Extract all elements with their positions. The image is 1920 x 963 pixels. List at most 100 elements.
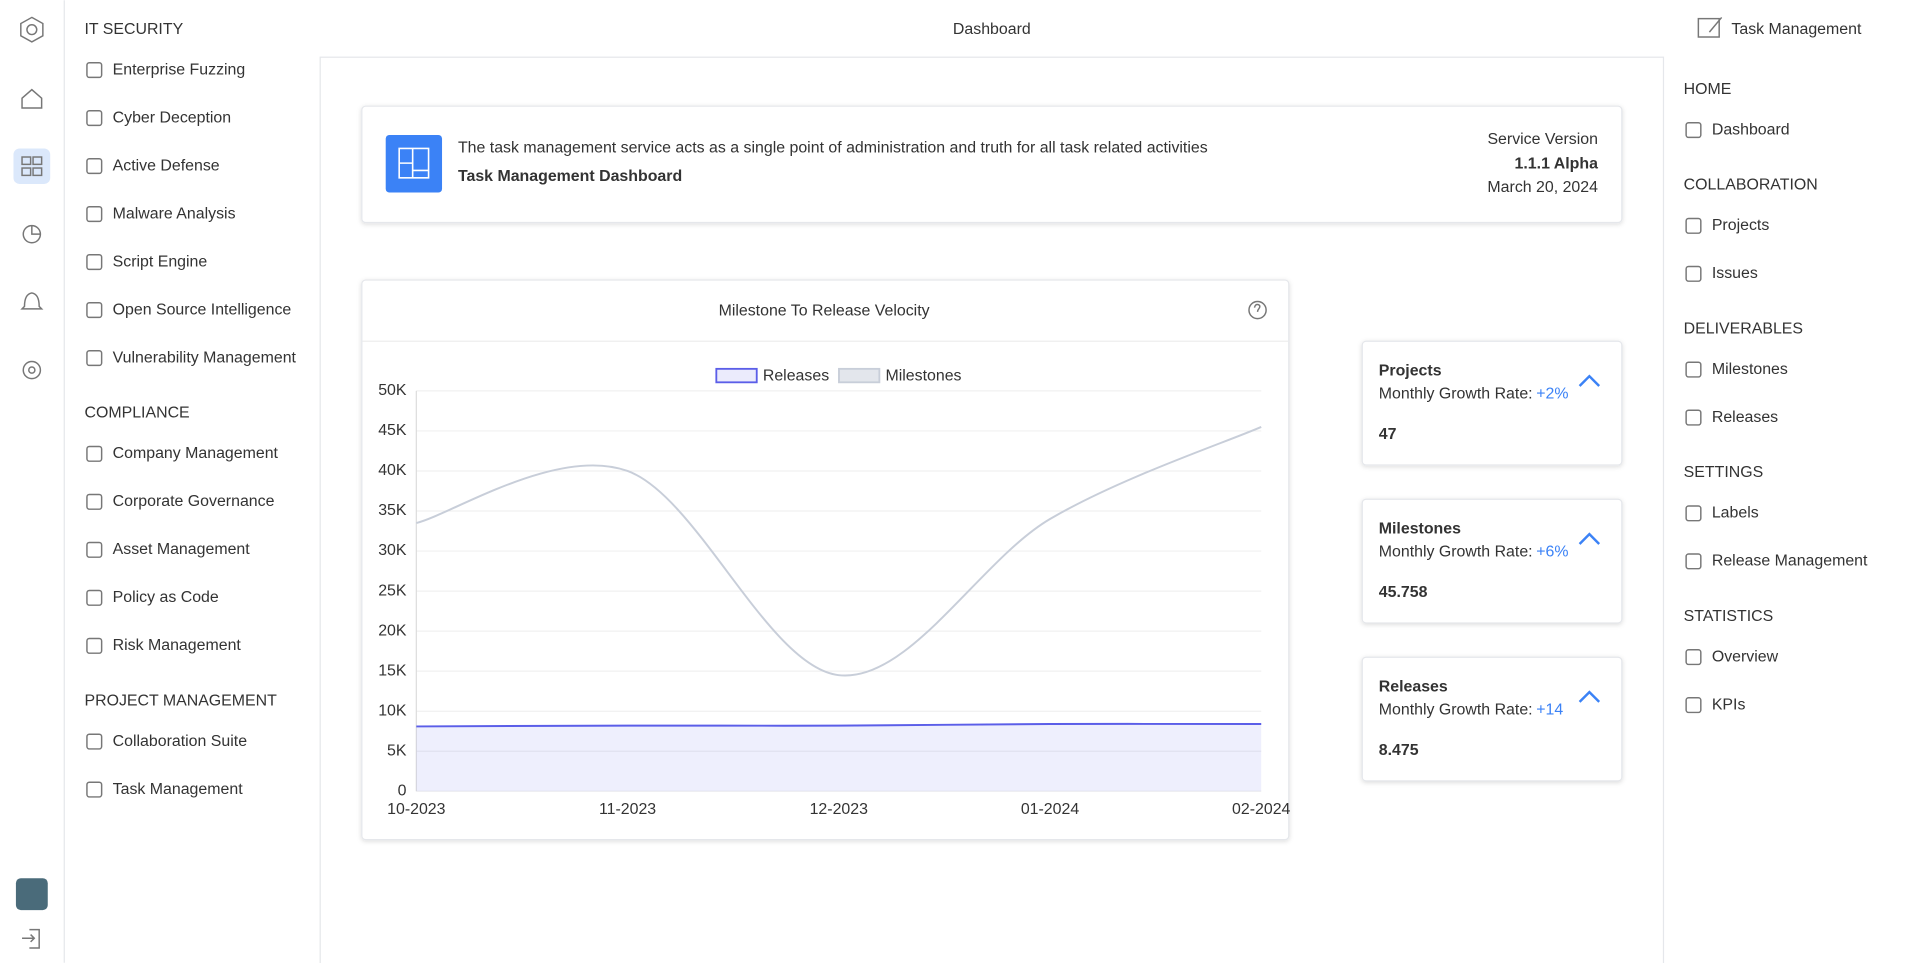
y-tick-label: 40K (378, 462, 407, 479)
nav-icon[interactable] (87, 590, 102, 605)
nav-icon[interactable] (1686, 218, 1701, 233)
stat-value: 8.475 (1379, 742, 1419, 759)
banner-icon (386, 135, 442, 193)
growth-label: Monthly Growth Rate: (1379, 544, 1533, 561)
nav-item[interactable]: Cyber Deception (113, 109, 231, 126)
nav-section-title: PROJECT MANAGEMENT (84, 692, 277, 709)
nav-icon[interactable] (87, 734, 102, 749)
app-icon[interactable] (1698, 17, 1721, 37)
app-name[interactable]: Task Management (1731, 21, 1862, 38)
stat-title: Releases (1379, 678, 1448, 695)
nav-item[interactable]: Malware Analysis (113, 205, 236, 222)
nav-item[interactable]: Enterprise Fuzzing (113, 61, 246, 78)
y-tick-label: 25K (378, 582, 407, 599)
stat-title: Milestones (1379, 520, 1461, 537)
nav-item[interactable]: Releases (1712, 409, 1778, 426)
nav-item[interactable]: Open Source Intelligence (113, 301, 292, 318)
logo (21, 17, 43, 41)
growth-label: Monthly Growth Rate: (1379, 386, 1533, 403)
y-tick-label: 15K (378, 662, 407, 679)
nav-section-title: SETTINGS (1684, 464, 1764, 481)
y-tick-label: 45K (378, 422, 407, 439)
x-tick-label: 10-2023 (387, 801, 446, 818)
y-tick-label: 50K (378, 382, 407, 399)
nav-icon[interactable] (87, 494, 102, 509)
nav-icon[interactable] (1686, 410, 1701, 425)
growth-value: +2% (1536, 386, 1568, 403)
nav-icon[interactable] (87, 255, 102, 270)
nav-icon[interactable] (1686, 554, 1701, 569)
active-rail-bg[interactable] (13, 148, 50, 184)
x-tick-label: 11-2023 (599, 801, 656, 818)
legend-swatch[interactable] (716, 369, 756, 382)
stat-growth-label: Monthly Growth Rate:+6% (1379, 544, 1569, 561)
stat-growth-label: Monthly Growth Rate:+14 (1379, 702, 1564, 719)
avatar[interactable] (16, 878, 48, 910)
nav-item[interactable]: Projects (1712, 217, 1770, 234)
nav-item[interactable]: Issues (1712, 265, 1758, 282)
nav-item[interactable]: Release Management (1712, 553, 1868, 570)
banner-card (362, 106, 1622, 222)
y-tick-label: 0 (398, 782, 407, 799)
nav-icon[interactable] (87, 111, 102, 126)
nav-item[interactable]: Task Management (113, 781, 244, 798)
nav-section-title: HOME (1684, 81, 1732, 98)
legend-label[interactable]: Releases (763, 367, 829, 384)
area (416, 724, 1261, 791)
nav-icon[interactable] (1686, 650, 1701, 665)
nav-icon[interactable] (87, 782, 102, 797)
y-tick-label: 10K (378, 702, 407, 719)
nav-item[interactable]: Corporate Governance (113, 493, 275, 510)
nav-item[interactable]: KPIs (1712, 696, 1746, 713)
chart-title: Milestone To Release Velocity (719, 302, 930, 319)
legend-swatch[interactable] (839, 369, 879, 382)
nav-item[interactable]: Milestones (1712, 361, 1788, 378)
stat-card (1362, 657, 1622, 781)
nav-icon[interactable] (87, 351, 102, 366)
legend-label[interactable]: Milestones (885, 367, 961, 384)
nav-icon[interactable] (87, 303, 102, 318)
nav-section-title: COLLABORATION (1684, 177, 1818, 194)
stat-value: 45.758 (1379, 584, 1428, 601)
nav-icon[interactable] (87, 207, 102, 222)
stat-growth-label: Monthly Growth Rate:+2% (1379, 386, 1569, 403)
nav-item[interactable]: Labels (1712, 505, 1759, 522)
growth-label: Monthly Growth Rate: (1379, 702, 1533, 719)
nav-section-title: DELIVERABLES (1684, 320, 1803, 337)
nav-icon[interactable] (87, 159, 102, 174)
nav-icon[interactable] (1686, 123, 1701, 138)
nav-icon[interactable] (1686, 362, 1701, 377)
nav-icon[interactable] (1686, 506, 1701, 521)
nav-item[interactable]: Company Management (113, 445, 279, 462)
nav-icon[interactable] (87, 638, 102, 653)
nav-item[interactable]: Active Defense (113, 157, 220, 174)
nav-item[interactable]: Dashboard (1712, 121, 1790, 138)
y-tick-label: 35K (378, 502, 407, 519)
nav-item[interactable]: Policy as Code (113, 589, 219, 606)
nav-section-title: COMPLIANCE (84, 405, 189, 422)
stat-value: 47 (1379, 426, 1397, 443)
nav-item[interactable]: Risk Management (113, 637, 242, 654)
nav-item[interactable]: Collaboration Suite (113, 733, 248, 750)
nav-icon[interactable] (87, 63, 102, 78)
settings-icon[interactable] (23, 362, 40, 379)
nav-icon[interactable] (87, 446, 102, 461)
stat-card (1362, 341, 1622, 465)
x-tick-label: 02-2024 (1232, 801, 1291, 818)
nav-icon[interactable] (87, 542, 102, 557)
nav-item[interactable]: Vulnerability Management (113, 349, 297, 366)
nav-item[interactable]: Script Engine (113, 253, 208, 270)
x-tick-label: 01-2024 (1021, 801, 1080, 818)
x-tick-label: 12-2023 (810, 801, 869, 818)
chart-icon[interactable] (23, 226, 40, 243)
y-tick-label: 20K (378, 622, 407, 639)
nav-icon[interactable] (1686, 698, 1701, 713)
logout-icon[interactable] (22, 930, 39, 948)
home-icon[interactable] (22, 90, 42, 108)
nav-item[interactable]: Asset Management (113, 541, 251, 558)
bell-icon[interactable] (22, 293, 42, 309)
nav-item[interactable]: Overview (1712, 648, 1779, 665)
nav-icon[interactable] (1686, 266, 1701, 281)
